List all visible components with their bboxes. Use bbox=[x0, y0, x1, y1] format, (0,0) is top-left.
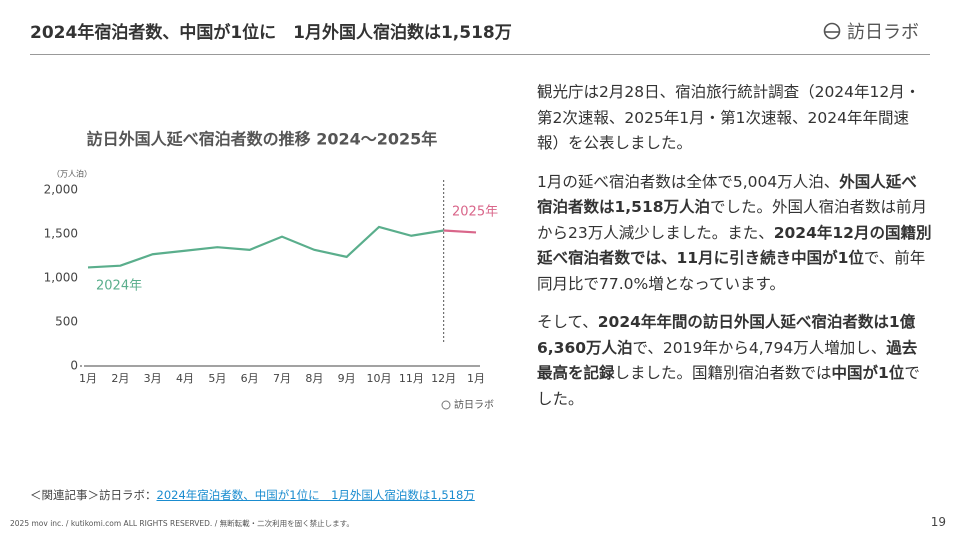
body-text: 観光庁は2月28日、宿泊旅行統計調査（2024年12月・第2次速報、2025年1… bbox=[537, 80, 932, 425]
x-tick-label: 10月 bbox=[367, 372, 392, 385]
y-unit: （万人泊） bbox=[52, 169, 92, 179]
y-tick-label: 500 bbox=[55, 315, 78, 329]
bold-text: 中国が1位 bbox=[831, 364, 905, 382]
text: でした。外国人宿泊者数は前月から23万人減少しました。また、 bbox=[537, 198, 928, 242]
text: でした。 bbox=[537, 364, 920, 408]
x-tick-label: 2月 bbox=[111, 372, 129, 385]
divider bbox=[30, 54, 930, 55]
logo-icon bbox=[823, 22, 841, 40]
x-tick-label: 9月 bbox=[338, 372, 356, 385]
series-line bbox=[443, 229, 477, 234]
x-tick-label: 12月 bbox=[431, 372, 456, 385]
text: で、前年同月比で77.0%増となっています。 bbox=[537, 249, 926, 293]
chart-title: 訪日外国人延べ宿泊者数の推移 2024～2025年 bbox=[87, 130, 438, 149]
x-tick-label: 7月 bbox=[273, 372, 291, 385]
slide-title: 2024年宿泊者数、中国が1位に 1月外国人宿泊数は1,518万 bbox=[30, 23, 512, 43]
paragraph: 観光庁は2月28日、宿泊旅行統計調査（2024年12月・第2次速報、2025年1… bbox=[537, 80, 932, 157]
bold-text: 2024年年間の訪日外国人延べ宿泊者数は1億6,360万人泊 bbox=[537, 313, 916, 357]
text: 1月の延べ宿泊者数は全体で5,004万人泊、 bbox=[537, 172, 840, 191]
y-tick-label: 1,000 bbox=[44, 271, 78, 285]
x-tick-label: 8月 bbox=[305, 372, 323, 385]
related-article: ＜関連記事＞訪日ラボ：2024年宿泊者数、中国が1位に 1月外国人宿泊数は1,5… bbox=[30, 487, 475, 503]
page-number: 19 bbox=[930, 515, 946, 529]
series-line bbox=[87, 225, 444, 269]
paragraph: 1月の延べ宿泊者数は全体で5,004万人泊、外国人延べ宿泊者数は1,518万人泊… bbox=[537, 170, 932, 298]
y-tick-label: 2,000 bbox=[44, 183, 78, 197]
bold-text: 2024年12月の国籍別延べ宿泊者数では、11月に引き続き中国が1位 bbox=[537, 223, 932, 268]
x-tick-label: 1月 bbox=[79, 372, 97, 385]
logo-text: 訪日ラボ bbox=[847, 22, 919, 43]
related-prefix: ＜関連記事＞訪日ラボ： bbox=[30, 488, 157, 502]
x-tick-label: 5月 bbox=[208, 372, 226, 385]
paragraph: そして、2024年年間の訪日外国人延べ宿泊者数は1億6,360万人泊で、2019… bbox=[537, 310, 932, 412]
related-link[interactable]: 2024年宿泊者数、中国が1位に 1月外国人宿泊数は1,518万 bbox=[156, 488, 475, 502]
chart-source: 訪日ラボ bbox=[454, 398, 494, 411]
logo: 訪日ラボ bbox=[823, 18, 919, 44]
bold-text: 過去最高を記録 bbox=[537, 338, 918, 383]
text: しました。国籍別宿泊者数では bbox=[614, 364, 832, 382]
chart: 訪日外国人延べ宿泊者数の推移 2024～2025年 （万人泊） 訪日ラボ 0 50… bbox=[44, 130, 498, 412]
series-label: 2025年 bbox=[452, 205, 498, 220]
source-icon bbox=[441, 400, 451, 410]
text: 観光庁は2月28日、宿泊旅行統計調査（2024年12月・第2次速報、2025年1… bbox=[537, 83, 921, 152]
x-tick-label: 6月 bbox=[241, 372, 259, 385]
x-tick-label: 1月 bbox=[467, 372, 485, 385]
x-tick-label: 4月 bbox=[176, 372, 194, 385]
bold-text: 外国人延べ宿泊者数は1,518万人泊 bbox=[537, 172, 917, 217]
x-tick-label: 3月 bbox=[144, 372, 162, 385]
text: そして、 bbox=[537, 313, 598, 331]
x-tick-label: 11月 bbox=[399, 372, 424, 385]
y-tick-label: 1,500 bbox=[44, 227, 78, 241]
text: で、2019年から4,794万人増加し、 bbox=[632, 338, 887, 357]
series-label: 2024年 bbox=[96, 279, 142, 294]
y-tick-label: 0 bbox=[70, 359, 78, 373]
footer: 2025 mov inc. / kutikomi.com ALL RIGHTS … bbox=[10, 519, 354, 528]
